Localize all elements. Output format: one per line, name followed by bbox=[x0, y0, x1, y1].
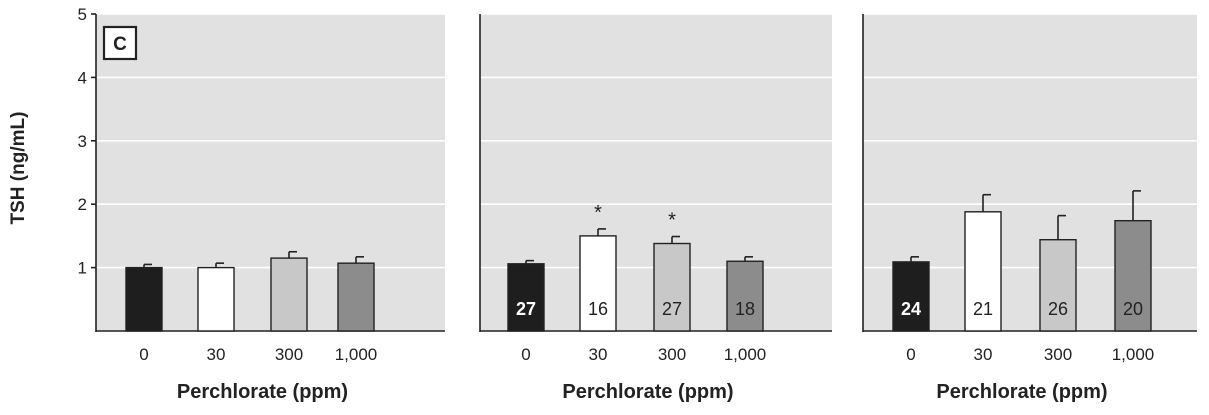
panel-2: 27 0 16 * 30 27 * 300 18 1,000 Perchlorate (ppm) bbox=[479, 13, 832, 403]
y-tick-label: 2 bbox=[78, 195, 87, 214]
bar-n-label: 27 bbox=[662, 299, 682, 319]
x-tick-label: 300 bbox=[1044, 345, 1072, 364]
x-axis-label: Perchlorate (ppm) bbox=[177, 381, 348, 403]
bar bbox=[125, 266, 163, 332]
x-tick-label: 0 bbox=[521, 345, 530, 364]
bar-n-label: 27 bbox=[516, 299, 536, 319]
x-tick-label: 300 bbox=[658, 345, 686, 364]
x-axis-label: Perchlorate (ppm) bbox=[936, 381, 1107, 403]
panel-letter-frame bbox=[102, 25, 138, 61]
panel-3: 24 0 21 30 26 300 20 1,000 Perchlorate (ppm) bbox=[862, 13, 1197, 403]
bar-n-label: 20 bbox=[1123, 299, 1143, 319]
y-tick-label: 3 bbox=[78, 132, 87, 151]
x-tick-label: 30 bbox=[207, 345, 226, 364]
bar bbox=[1114, 219, 1152, 332]
bar-n-label: 18 bbox=[735, 299, 755, 319]
x-tick-label: 30 bbox=[589, 345, 608, 364]
bar bbox=[270, 257, 308, 332]
y-tick-label: 5 bbox=[78, 5, 87, 24]
x-axis-label: Perchlorate (ppm) bbox=[562, 381, 733, 403]
x-tick-label: 300 bbox=[275, 345, 303, 364]
bar bbox=[726, 260, 764, 332]
x-tick-label: 30 bbox=[974, 345, 993, 364]
y-axis-label: TSH (ng/mL) bbox=[8, 112, 29, 225]
bar-n-label: 21 bbox=[973, 299, 993, 319]
bar-n-label: 16 bbox=[588, 299, 608, 319]
bar bbox=[653, 242, 691, 332]
bar bbox=[507, 263, 545, 332]
panel-letter-box: C bbox=[102, 25, 138, 61]
significance-marker: * bbox=[668, 210, 676, 232]
bar bbox=[579, 235, 617, 332]
bar bbox=[197, 266, 235, 332]
x-tick-label: 0 bbox=[906, 345, 915, 364]
x-tick-label: 1,000 bbox=[335, 345, 378, 364]
x-tick-label: 1,000 bbox=[724, 345, 767, 364]
panel-letter: C bbox=[113, 34, 127, 55]
bar-n-label: 26 bbox=[1048, 299, 1068, 319]
x-tick-label: 1,000 bbox=[1112, 345, 1155, 364]
y-tick-label: 4 bbox=[78, 68, 87, 87]
bar-n-label: 24 bbox=[901, 299, 921, 319]
x-tick-label: 0 bbox=[139, 345, 148, 364]
panel-1: 1 2 3 4 5 0 30 300 1,000 Perchlorate (ppm) bbox=[78, 5, 445, 403]
bar bbox=[1039, 239, 1077, 332]
bar bbox=[337, 262, 375, 332]
y-tick-label: 1 bbox=[78, 259, 87, 278]
bar bbox=[964, 211, 1002, 332]
bar bbox=[892, 261, 930, 332]
significance-marker: * bbox=[594, 202, 602, 224]
